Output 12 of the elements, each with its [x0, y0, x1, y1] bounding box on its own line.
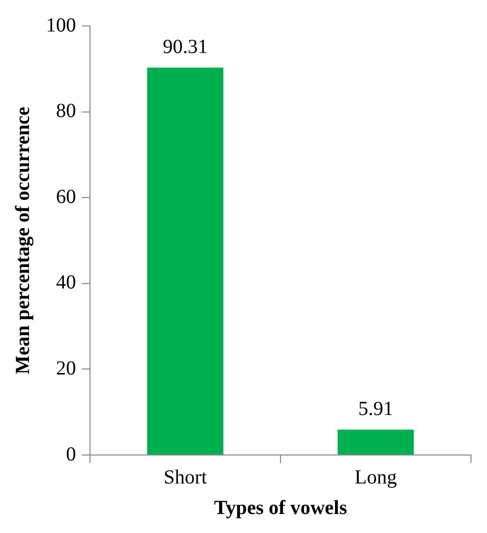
y-tick-label: 80 — [56, 100, 76, 122]
data-label: 5.91 — [358, 398, 394, 420]
y-tick-label: 100 — [46, 14, 76, 36]
x-tick-label: Short — [164, 466, 208, 488]
y-tick-label: 40 — [56, 272, 76, 294]
y-axis-title: Mean percentage of occurrence — [12, 106, 34, 374]
y-tick-label: 0 — [66, 443, 76, 466]
data-label: 90.31 — [162, 36, 208, 58]
y-tick-label: 60 — [56, 186, 76, 208]
y-tick-label: 20 — [56, 357, 76, 380]
x-axis-title: Types of vowels — [214, 497, 348, 520]
x-tick-label: Long — [354, 466, 397, 488]
